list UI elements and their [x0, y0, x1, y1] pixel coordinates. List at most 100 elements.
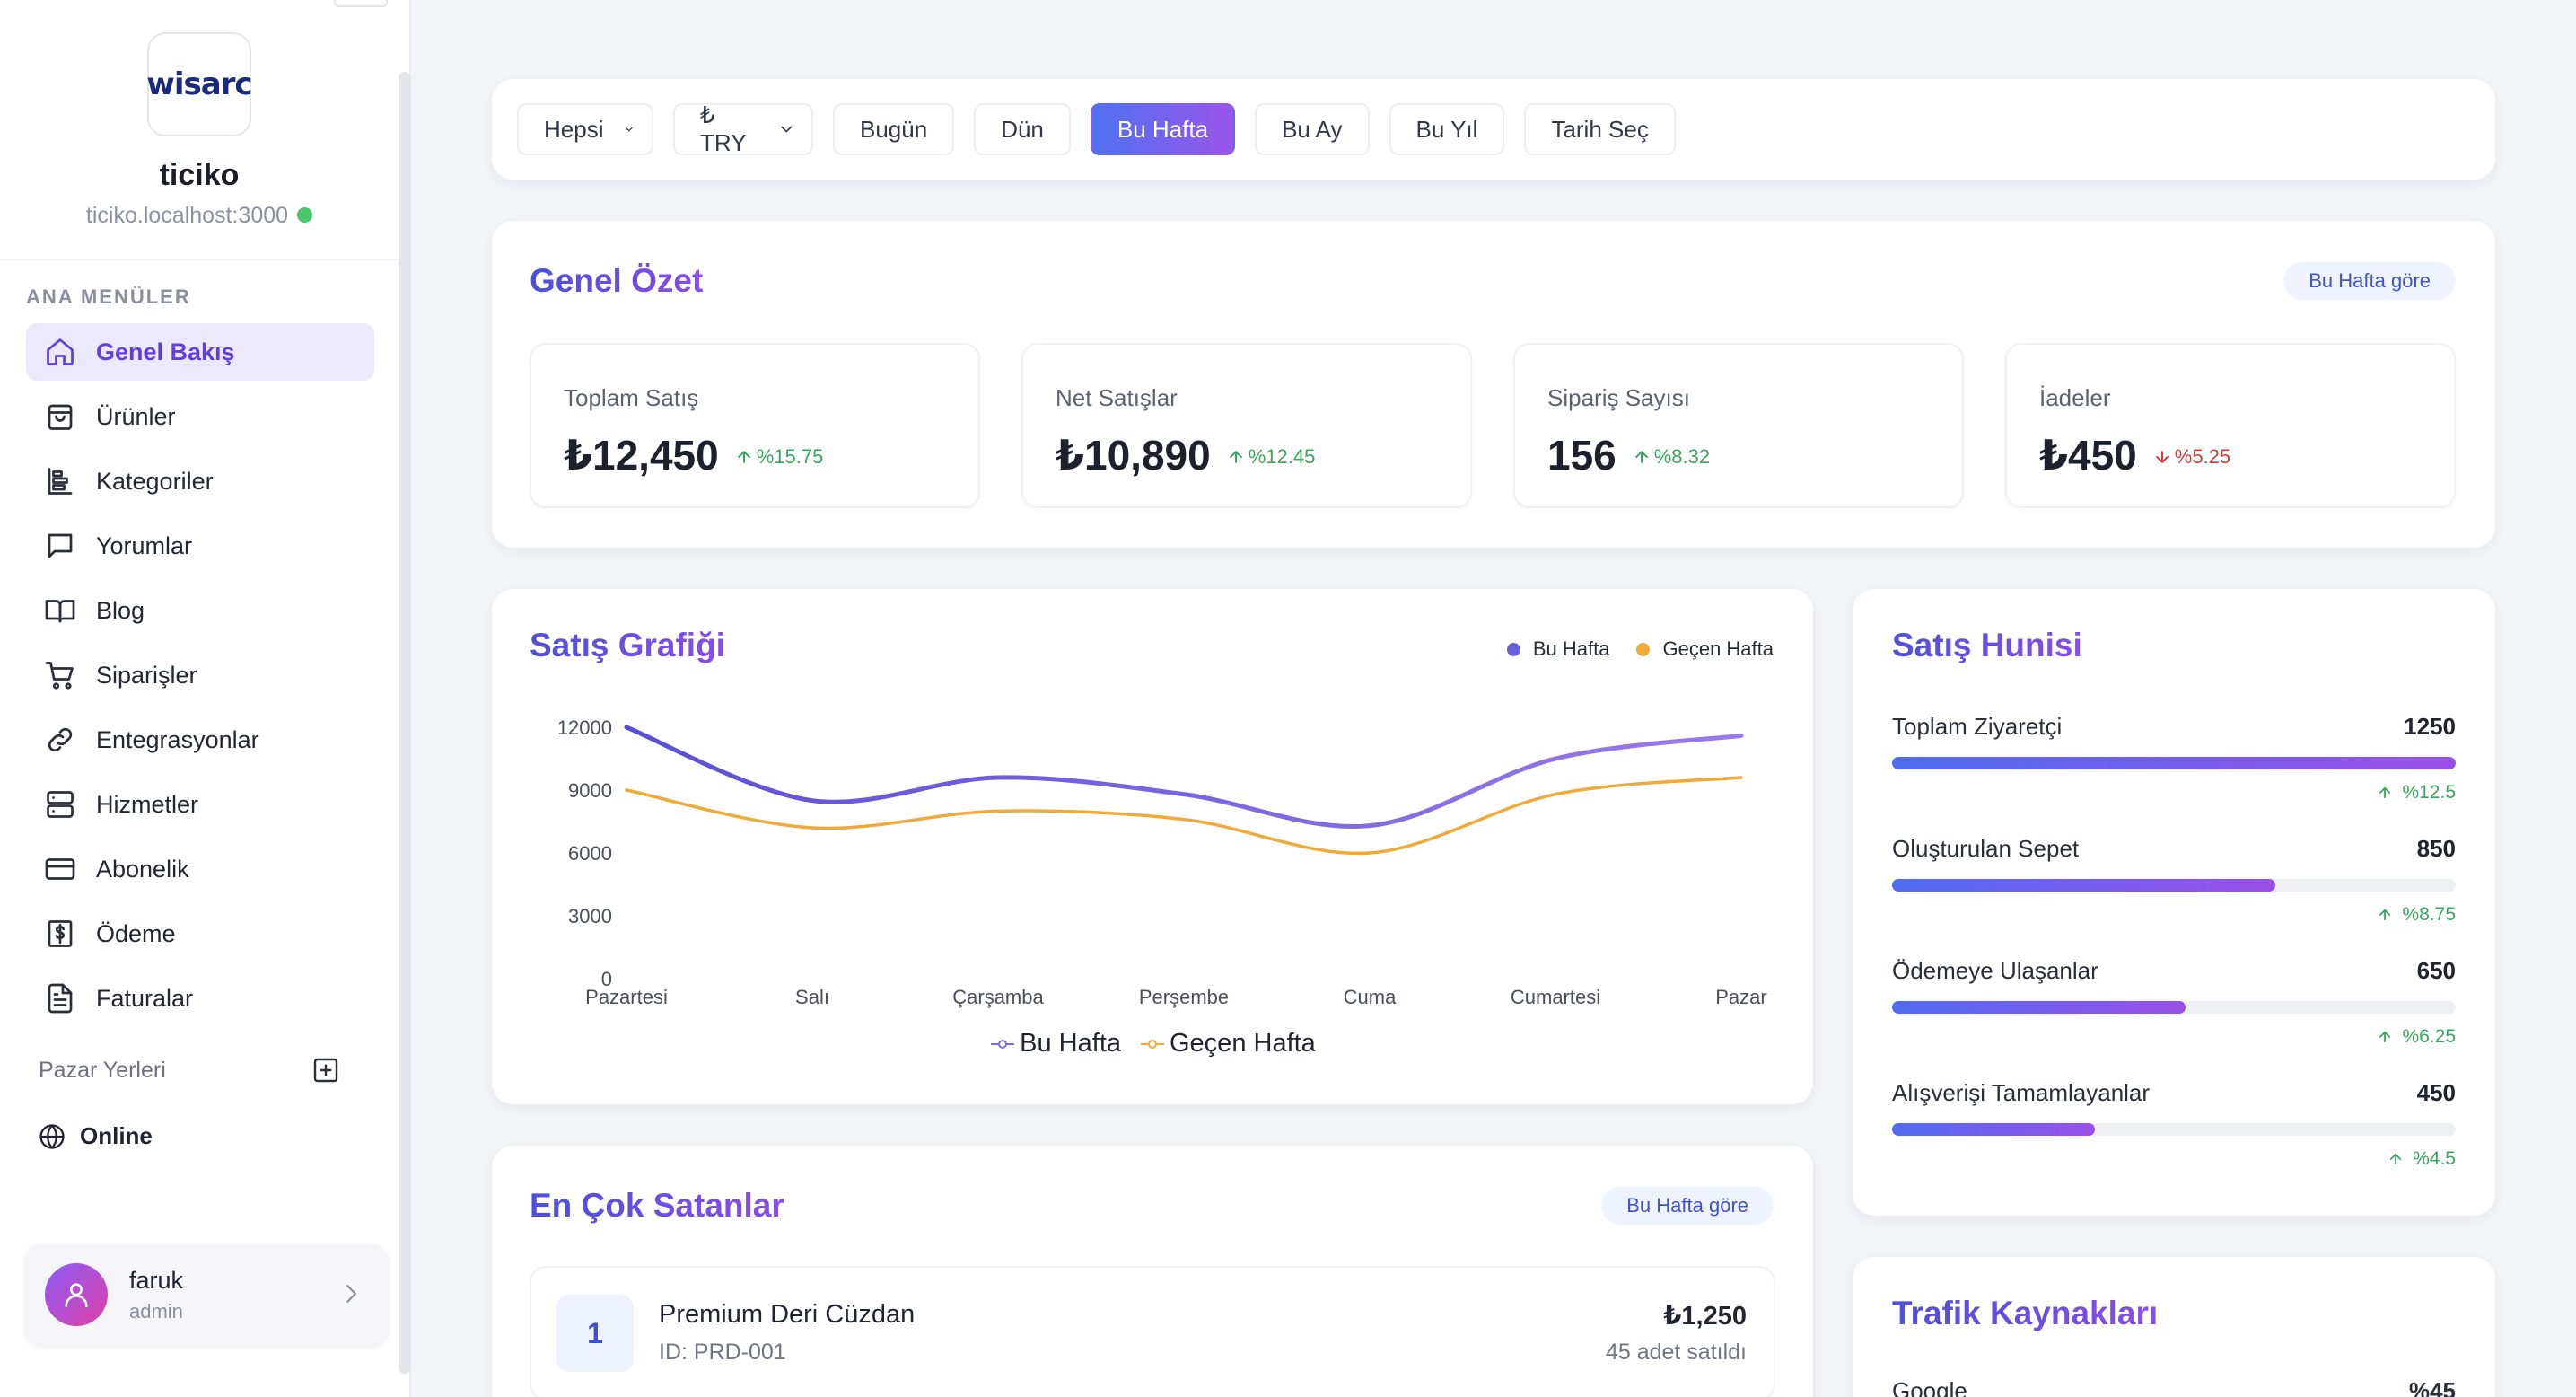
- kpi-change-value: %5.25: [2174, 445, 2231, 468]
- logo-text: wisarc: [146, 66, 252, 102]
- series-line-bu-hafta[interactable]: [624, 725, 1744, 829]
- funnel-row: Toplam Ziyaretçi 1250 %12.5: [1892, 713, 2456, 804]
- legend-label: Geçen Hafta: [1662, 637, 1774, 660]
- kpi-change: %5.25: [2153, 445, 2230, 469]
- link-icon: [48, 727, 73, 752]
- kpi-label: Sipariş Sayısı: [1547, 384, 1690, 411]
- sidebar-item-label: Abonelik: [96, 855, 189, 883]
- funnel-label: Ödemeye Ulaşanlar: [1892, 957, 2098, 984]
- sales-line-chart: 0 3000 6000 9000 12000 Pazartesi Salı Çarşamba…: [557, 716, 1767, 1008]
- legend-dot: [1506, 642, 1520, 656]
- sidebar-item-online[interactable]: Online: [39, 1122, 153, 1150]
- sidebar-item-kategoriler[interactable]: Kategoriler: [26, 452, 374, 510]
- period-button-tarih-sec[interactable]: Tarih Seç: [1524, 103, 1676, 155]
- sidebar-item-label: Genel Bakış: [96, 338, 235, 365]
- funnel-value: 450: [2416, 1079, 2456, 1106]
- list-item[interactable]: 1 Premium Deri Cüzdan ID: PRD-001 ₺1,250…: [530, 1266, 1775, 1397]
- traffic-title: Trafik Kaynakları: [1892, 1295, 2159, 1331]
- sidebar-item-siparisler[interactable]: Siparişler: [26, 646, 374, 704]
- period-button-bugun[interactable]: Bugün: [833, 103, 955, 155]
- sidebar-item-odeme[interactable]: Ödeme: [26, 905, 374, 962]
- funnel-progress-track: [1892, 757, 2456, 769]
- invoice-icon: [48, 983, 73, 1014]
- sidebar-collapse-tab[interactable]: [334, 0, 388, 7]
- store-logo[interactable]: wisarc: [146, 32, 253, 136]
- period-button-bu-hafta[interactable]: Bu Hafta: [1090, 103, 1236, 155]
- legend-line-icon: [991, 1039, 1015, 1049]
- legend-item-bu-hafta-bottom[interactable]: Bu Hafta: [989, 1029, 1121, 1059]
- legend-item-bu-hafta[interactable]: Bu Hafta: [1506, 637, 1610, 661]
- funnel-value: 850: [2416, 835, 2456, 862]
- kpi-label: Net Satışlar: [1056, 384, 1178, 411]
- scope-select[interactable]: Hepsi: [517, 103, 653, 155]
- best-sellers-period-badge: Bu Hafta göre: [1601, 1187, 1774, 1225]
- x-tick-label: Pazartesi: [585, 986, 668, 1008]
- funnel-change: %8.75: [1892, 904, 2456, 926]
- user-icon: [65, 1283, 88, 1308]
- funnel-progress-track: [1892, 1123, 2456, 1136]
- funnel-value: 650: [2416, 957, 2456, 984]
- legend-label: Bu Hafta: [1020, 1029, 1121, 1058]
- funnel-progress-fill: [1892, 757, 2456, 769]
- legend-label: Bu Hafta: [1532, 637, 1610, 660]
- sidebar-item-hizmetler[interactable]: Hizmetler: [26, 776, 374, 833]
- sidebar-item-genel-bakis[interactable]: Genel Bakış: [26, 323, 374, 381]
- chevron-down-icon: [780, 126, 792, 133]
- kpi-card-toplam-satis: Toplam Satış ₺12,450 %15.75: [530, 343, 980, 508]
- period-button-dun[interactable]: Dün: [974, 103, 1071, 155]
- sidebar-item-yorumlar[interactable]: Yorumlar: [26, 517, 374, 575]
- legend-item-gecen-hafta-bottom[interactable]: Geçen Hafta: [1139, 1029, 1316, 1059]
- funnel-row-head: Ödemeye Ulaşanlar 650: [1892, 957, 2456, 985]
- legend-line-icon: [1141, 1039, 1164, 1049]
- chevron-right-icon: [346, 1285, 357, 1303]
- sidebar-item-label: Ödeme: [96, 919, 176, 947]
- funnel-change-value: %6.25: [2402, 1026, 2456, 1047]
- funnel-label: Oluşturulan Sepet: [1892, 835, 2080, 862]
- series-line-gecen-hafta[interactable]: [625, 776, 1743, 856]
- kpi-value: 156 %8.32: [1547, 431, 1710, 479]
- funnel-row: Oluşturulan Sepet 850 %8.75: [1892, 835, 2456, 926]
- funnel-row-head: Alışverişi Tamamlayanlar 450: [1892, 1079, 2456, 1107]
- period-button-bu-ay[interactable]: Bu Ay: [1255, 103, 1370, 155]
- legend-item-gecen-hafta[interactable]: Geçen Hafta: [1636, 637, 1774, 661]
- sidebar-item-urunler[interactable]: Ürünler: [26, 388, 374, 445]
- online-status-dot: [297, 206, 313, 223]
- rank-badge: 1: [556, 1295, 634, 1372]
- add-marketplace-icon[interactable]: [311, 1056, 340, 1085]
- sidebar-item-blog[interactable]: Blog: [26, 582, 374, 639]
- y-tick-label: 3000: [568, 905, 612, 927]
- traffic-row: Google %45: [1892, 1377, 2456, 1397]
- funnel-progress-fill: [1892, 1001, 2186, 1014]
- summary-period-badge: Bu Hafta göre: [2283, 262, 2456, 300]
- store-url-text: ticiko.localhost:3000: [85, 203, 289, 228]
- sidebar-scrollbar[interactable]: [399, 72, 411, 1374]
- kpi-change-value: %12.45: [1248, 445, 1316, 468]
- sidebar-item-entegrasyonlar[interactable]: Entegrasyonlar: [26, 711, 374, 769]
- funnel-title: Satış Hunisi: [1892, 627, 2082, 663]
- marketplaces-label: Pazar Yerleri: [39, 1057, 166, 1083]
- kpi-card-iadeler: İadeler ₺450 %5.25: [2005, 343, 2456, 508]
- best-sellers-card: En Çok Satanlar Bu Hafta göre 1 Premium …: [492, 1146, 1813, 1397]
- product-id: ID: PRD-001: [659, 1340, 786, 1365]
- cart-icon: [45, 662, 74, 690]
- sidebar-item-faturalar[interactable]: Faturalar: [26, 970, 374, 1027]
- dollar-icon: [48, 920, 73, 947]
- y-tick-label: 9000: [568, 779, 612, 802]
- user-profile-card[interactable]: faruk admin: [25, 1244, 388, 1345]
- globe-icon: [39, 1123, 65, 1149]
- y-tick-label: 12000: [557, 716, 612, 739]
- arrow-up-icon: [2379, 786, 2391, 799]
- currency-select[interactable]: ₺ TRY: [673, 101, 813, 156]
- sidebar-item-abonelik[interactable]: Abonelik: [26, 840, 374, 898]
- comment-icon: [48, 533, 73, 558]
- traffic-source-value: %45: [2408, 1377, 2456, 1397]
- sidebar-item-label: Hizmetler: [96, 790, 199, 818]
- period-button-bu-yil[interactable]: Bu Yıl: [1389, 103, 1505, 155]
- x-tick-label: Salı: [795, 986, 829, 1008]
- funnel-row: Ödemeye Ulaşanlar 650 %6.25: [1892, 957, 2456, 1048]
- y-tick-label: 6000: [568, 842, 612, 865]
- funnel-change-value: %8.75: [2402, 904, 2456, 925]
- user-role: admin: [129, 1299, 183, 1322]
- funnel-value: 1250: [2404, 713, 2456, 740]
- arrow-up-icon: [2379, 1031, 2391, 1043]
